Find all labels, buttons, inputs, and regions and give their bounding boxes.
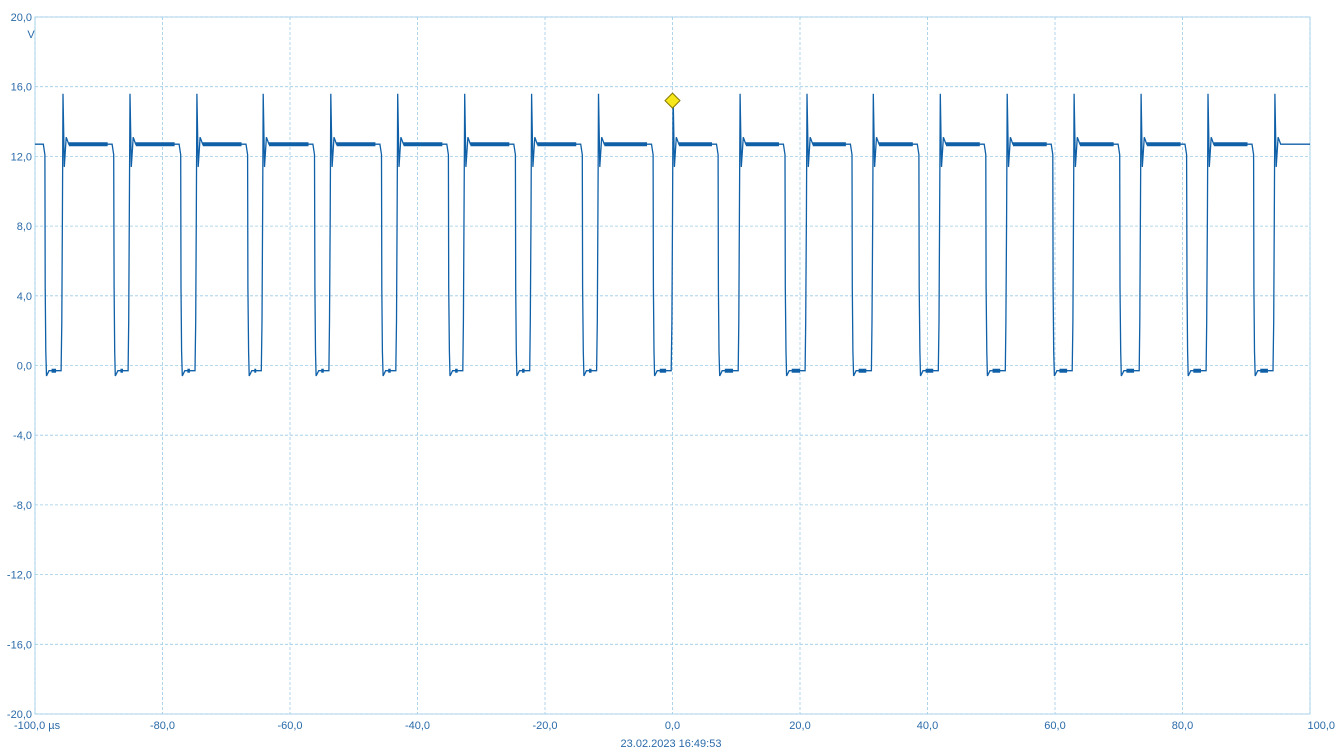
y-tick-label: 0,0 [17,361,32,373]
x-tick-label: 60,0 [1044,720,1065,732]
y-tick-label: -8,0 [13,500,32,512]
x-tick-label: -100,0 µs [14,720,61,732]
x-tick-label: 80,0 [1172,720,1193,732]
y-tick-label: 8,0 [17,221,32,233]
x-tick-label: 40,0 [917,720,938,732]
x-tick-label: -60,0 [277,720,302,732]
x-tick-label: -20,0 [532,720,557,732]
y-tick-label: 20,0 [11,12,32,24]
x-axis: -100,0 µs -80,0 -60,0 -40,0 -20,0 0,0 20,0 40,0… [14,720,1335,732]
plot-frame [34,16,1311,715]
y-tick-label: 16,0 [11,82,32,94]
y-axis: 20,0 16,0 12,0 8,0 4,0 0,0 -4,0 -8,0 -12,0 -16,0 -… [7,12,32,721]
x-tick-label: -80,0 [150,720,175,732]
x-tick-label: 20,0 [789,720,810,732]
y-tick-label: -16,0 [7,639,32,651]
y-tick-label: -20,0 [7,709,32,721]
waveform-line [35,93,1310,377]
timestamp: 23.02.2023 16:49:53 [621,738,722,750]
x-tick-label: -40,0 [405,720,430,732]
grid [34,16,1311,715]
waveform-trace [35,93,1310,377]
y-tick-label: -4,0 [13,430,32,442]
y-tick-label: 12,0 [11,151,32,163]
y-unit-label: V [27,29,35,41]
y-tick-label: 4,0 [17,291,32,303]
x-tick-label: 100,0 [1307,720,1335,732]
trigger-marker[interactable] [664,92,681,109]
y-tick-label: -12,0 [7,570,32,582]
x-tick-label: 0,0 [665,720,680,732]
trigger-diamond-icon[interactable] [664,92,681,109]
